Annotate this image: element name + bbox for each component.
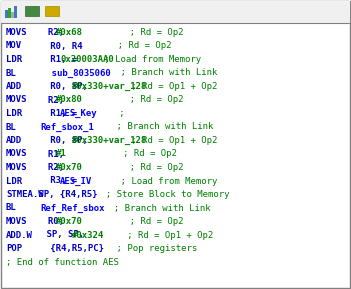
Text: ; Rd = Op2: ; Rd = Op2 (75, 163, 183, 172)
Text: BL: BL (6, 123, 17, 131)
Text: #0x80: #0x80 (56, 95, 83, 105)
Text: MOVS: MOVS (6, 149, 27, 158)
Text: ; Store Block to Memory: ; Store Block to Memory (79, 190, 230, 199)
Text: ; Rd = Op1 + Op2: ; Rd = Op1 + Op2 (126, 136, 217, 145)
Text: ; Pop registers: ; Pop registers (79, 244, 198, 253)
Text: ADD: ADD (6, 82, 22, 91)
Text: ; Branch with Link: ; Branch with Link (79, 123, 214, 131)
Text: Ref_Ref_sbox: Ref_Ref_sbox (41, 203, 105, 213)
Text: R1,: R1, (21, 149, 70, 158)
Text: #1: #1 (56, 149, 67, 158)
Text: R1, =: R1, = (18, 55, 77, 64)
Text: Ref_sbox_1: Ref_sbox_1 (41, 123, 94, 131)
Bar (25, 6, 39, 16)
Text: ADD.W: ADD.W (6, 231, 33, 240)
Text: #0x324: #0x324 (72, 231, 104, 240)
Text: ; Rd = Op2: ; Rd = Op2 (64, 42, 172, 51)
Text: ; Branch with Link: ; Branch with Link (83, 68, 218, 77)
Text: SP, {R4,R5}: SP, {R4,R5} (33, 190, 98, 199)
Text: SP, SP,: SP, SP, (25, 231, 90, 240)
Text: MOVS: MOVS (6, 95, 27, 105)
Text: #0x68: #0x68 (56, 28, 83, 37)
Text: R2,: R2, (21, 95, 70, 105)
Text: AES_Key: AES_Key (60, 109, 98, 118)
Text: MOVS: MOVS (6, 163, 27, 172)
Text: ; Branch with Link: ; Branch with Link (87, 203, 211, 212)
Text: ; Load from Memory: ; Load from Memory (83, 177, 218, 186)
Text: R1, =: R1, = (18, 109, 77, 118)
Text: ; Rd = Op2: ; Rd = Op2 (75, 95, 183, 105)
Text: ; Load from Memory: ; Load from Memory (99, 55, 201, 64)
Text: BL: BL (6, 68, 17, 77)
Text: STMEA.W: STMEA.W (6, 190, 44, 199)
Text: ; Rd = Op1 + Op2: ; Rd = Op1 + Op2 (95, 231, 213, 240)
Bar (5, 10, 7, 18)
Text: MOVS: MOVS (6, 217, 27, 226)
Text: ;: ; (87, 109, 125, 118)
Text: 0x20003AA0: 0x20003AA0 (60, 55, 114, 64)
Text: R2,: R2, (21, 163, 70, 172)
Text: POP: POP (6, 244, 22, 253)
Text: R0,: R0, (21, 217, 70, 226)
Bar (14, 6, 16, 18)
Bar (8, 8, 11, 18)
Text: R0, SP,: R0, SP, (18, 82, 93, 91)
Text: BL: BL (6, 203, 17, 212)
Text: ; Rd = Op2: ; Rd = Op2 (75, 217, 183, 226)
Text: #0x330+var_128: #0x330+var_128 (72, 82, 147, 91)
Bar (45, 6, 59, 16)
Text: ; Rd = Op1 + Op2: ; Rd = Op1 + Op2 (126, 82, 217, 91)
Text: ; End of function AES: ; End of function AES (6, 257, 119, 266)
Text: #0x70: #0x70 (56, 217, 83, 226)
Text: sub_8035060: sub_8035060 (14, 68, 111, 78)
Text: {R4,R5,PC}: {R4,R5,PC} (18, 244, 104, 253)
Text: LDR: LDR (6, 109, 22, 118)
Text: R3, =: R3, = (18, 177, 77, 186)
Bar (11, 12, 13, 18)
Bar (1, 1, 350, 23)
Text: MOV: MOV (6, 42, 22, 51)
Text: #0x70: #0x70 (56, 163, 83, 172)
Text: LDR: LDR (6, 55, 22, 64)
Text: MOVS: MOVS (6, 28, 27, 37)
Text: ADD: ADD (6, 136, 22, 145)
Text: #0x330+var_128: #0x330+var_128 (72, 136, 147, 145)
Text: ; Rd = Op2: ; Rd = Op2 (64, 149, 177, 158)
Text: LDR: LDR (6, 177, 22, 186)
Text: R0, R4: R0, R4 (18, 42, 82, 51)
Text: R2,: R2, (21, 28, 70, 37)
Text: R0, SP,: R0, SP, (18, 136, 93, 145)
Text: AES_IV: AES_IV (60, 177, 92, 186)
Text: ; Rd = Op2: ; Rd = Op2 (75, 28, 183, 37)
